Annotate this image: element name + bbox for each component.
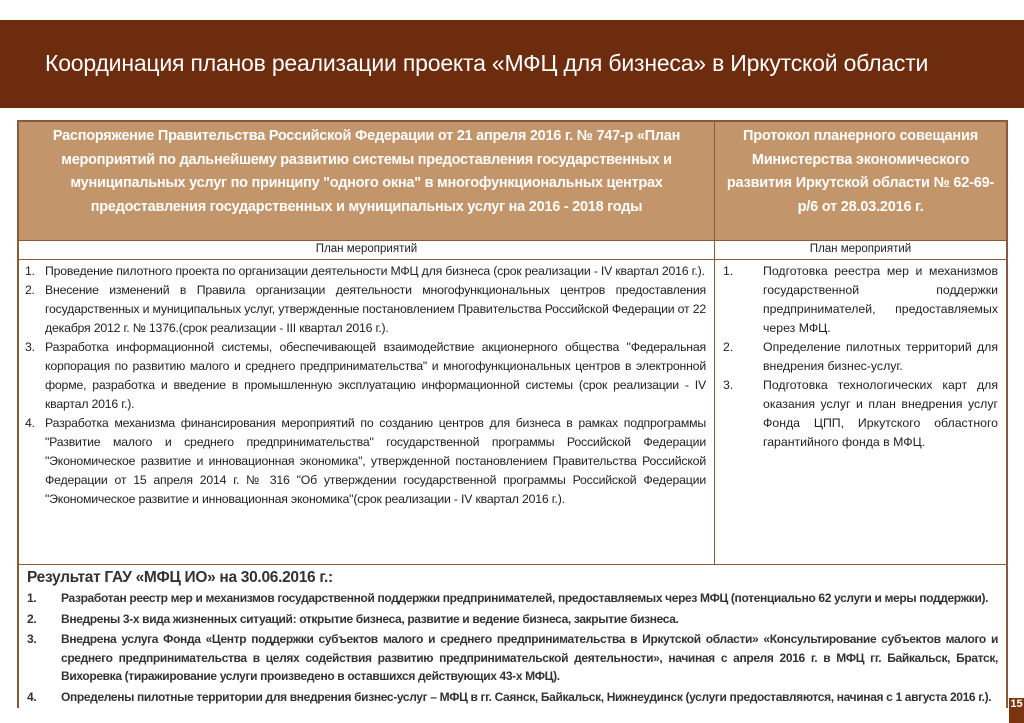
plans-table: Распоряжение Правительства Российской Фе… <box>17 120 1008 708</box>
results-title: Результат ГАУ «МФЦ ИО» на 30.06.2016 г.: <box>27 569 333 586</box>
item-text: Разработка информационной системы, обесп… <box>45 340 706 411</box>
list-item: 2. Внедрены 3-х вида жизненных ситуаций: … <box>27 610 998 629</box>
list-item: 3. Разработка информационной системы, обе… <box>25 338 706 414</box>
item-text: Внесение изменений в Правила организации… <box>45 283 706 335</box>
left-plan-cell: 1. Проведение пилотного проекта по органи… <box>19 260 715 564</box>
left-header: Распоряжение Правительства Российской Фе… <box>19 122 715 240</box>
item-text: Разработан реестр мер и механизмов госуд… <box>61 591 989 605</box>
item-number: 2. <box>25 283 35 297</box>
item-text: Подготовка реестра мер и механизмов госу… <box>763 264 998 335</box>
list-item: 4. Определены пилотные территории для вне… <box>27 688 998 707</box>
item-text: Определение пилотных территорий для внед… <box>763 340 998 373</box>
right-subheader: План мероприятий <box>809 243 912 255</box>
table-subheader-row: План мероприятий План мероприятий <box>19 241 1006 260</box>
list-item: 1. Подготовка реестра мер и механизмов го… <box>723 262 998 338</box>
slide-title: Координация планов реализации проекта «М… <box>45 50 929 76</box>
list-item: 3. Подготовка технологических карт для ок… <box>723 376 998 452</box>
left-plan-list: 1. Проведение пилотного проекта по органи… <box>19 260 714 509</box>
title-bar: Координация планов реализации проекта «М… <box>0 20 1024 108</box>
results-section: Результат ГАУ «МФЦ ИО» на 30.06.2016 г.:… <box>19 565 1006 706</box>
item-text: Внедрены 3-х вида жизненных ситуаций: от… <box>61 611 679 626</box>
list-item: 2. Внесение изменений в Правила организац… <box>25 281 706 338</box>
right-plan-list: 1. Подготовка реестра мер и механизмов го… <box>715 260 1006 452</box>
item-number: 4. <box>27 689 37 704</box>
item-text: Разработка механизма финансирования меро… <box>45 416 706 506</box>
item-number: 2. <box>27 611 37 626</box>
item-text: Определены пилотные территории для внедр… <box>61 689 992 704</box>
list-item: 4. Разработка механизма финансирования ме… <box>25 414 706 509</box>
item-text: Внедрена услуга Фонда «Центр поддержки с… <box>61 632 998 683</box>
results-list: 1. Разработан реестр мер и механизмов гос… <box>27 589 998 706</box>
item-number: 3. <box>25 340 35 354</box>
page-number: 15 <box>1009 698 1024 723</box>
item-number: 2. <box>723 340 734 354</box>
right-header: Протокол планерного совещания Министерст… <box>726 128 995 215</box>
item-number: 1. <box>25 264 35 278</box>
item-number: 1. <box>723 264 734 278</box>
item-number: 4. <box>25 416 35 430</box>
list-item: 3. Внедрена услуга Фонда «Центр поддержки… <box>27 630 998 686</box>
item-number: 3. <box>723 378 734 392</box>
item-number: 3. <box>27 632 37 646</box>
item-number: 1. <box>27 591 37 605</box>
item-text: Проведение пилотного проекта по организа… <box>45 264 705 278</box>
left-subheader: План мероприятий <box>19 241 715 259</box>
list-item: 1. Разработан реестр мер и механизмов гос… <box>27 589 998 608</box>
list-item: 2. Определение пилотных территорий для вн… <box>723 338 998 376</box>
table-header-row: Распоряжение Правительства Российской Фе… <box>19 122 1006 241</box>
table-body-row: 1. Проведение пилотного проекта по органи… <box>19 260 1006 565</box>
list-item: 1. Проведение пилотного проекта по органи… <box>25 262 706 281</box>
right-plan-cell: 1. Подготовка реестра мер и механизмов го… <box>715 260 1006 564</box>
item-text: Подготовка технологических карт для оказ… <box>763 378 998 449</box>
